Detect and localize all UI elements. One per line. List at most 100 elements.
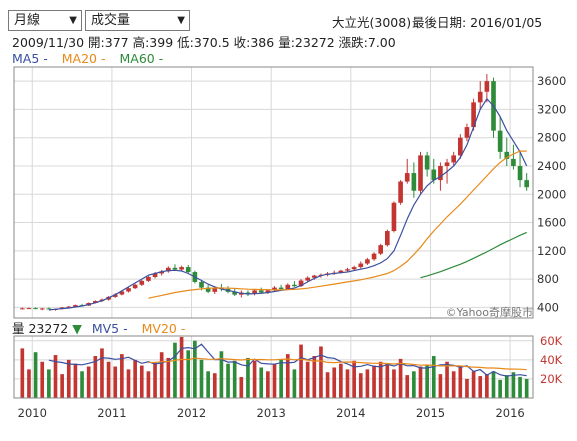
volume-bar xyxy=(299,344,303,398)
mv20-line xyxy=(148,357,527,371)
volume-bar xyxy=(120,354,124,398)
candle-body xyxy=(345,269,350,271)
candle-body xyxy=(464,127,470,138)
volume-bar xyxy=(431,356,436,398)
volume-legend: 量 23272 ▼ MV5 - MV20 - xyxy=(12,318,185,337)
volume-bar xyxy=(372,365,376,398)
volume-bar xyxy=(80,371,84,398)
ma20-line xyxy=(148,150,527,299)
price-panel-border xyxy=(13,66,534,319)
volume-bar xyxy=(398,358,403,398)
price-tick-label: 2000 xyxy=(537,187,566,201)
price-tick-label: 3600 xyxy=(537,74,566,88)
volume-bar xyxy=(345,369,350,398)
volume-bar xyxy=(153,362,157,398)
candle-body xyxy=(73,305,78,307)
volume-bar xyxy=(27,369,31,398)
candle-body xyxy=(139,280,145,285)
volume-bar xyxy=(146,371,151,398)
price-tick-label: 2400 xyxy=(537,159,566,173)
candle-body xyxy=(365,259,370,264)
volume-bar xyxy=(219,351,224,398)
volume-tick-label: 40K xyxy=(540,353,563,367)
volume-bar xyxy=(259,367,264,398)
volume-ma-lines xyxy=(48,343,527,377)
volume-bar xyxy=(524,378,529,398)
volume-bar xyxy=(212,373,217,398)
volume-bar xyxy=(438,374,443,398)
volume-bar xyxy=(332,367,337,398)
legend-volume: 量 23272 xyxy=(12,321,69,336)
candle-body xyxy=(477,91,483,103)
volume-bar xyxy=(60,374,64,398)
volume-axis-labels: 20K 40K 60K xyxy=(540,334,563,386)
legend-ma5: MA5 - xyxy=(12,51,48,66)
volume-bar xyxy=(478,376,483,398)
stock-name: 大立光(3008) xyxy=(332,15,412,30)
latest-date: 最後日期: 2016/01/05 xyxy=(412,15,543,30)
x-tick-label: 2016 xyxy=(495,406,524,420)
candle-body xyxy=(179,267,184,270)
volume-bar xyxy=(471,371,476,398)
close-value: 收:386 xyxy=(233,35,275,50)
period-select[interactable]: 月線 ▼ xyxy=(8,10,82,31)
volume-bar xyxy=(465,378,469,398)
volume-bar xyxy=(252,360,257,398)
candle-body xyxy=(245,292,251,294)
x-tick-label: 2012 xyxy=(177,406,206,420)
candle-body xyxy=(285,284,291,290)
volume-bar xyxy=(106,361,111,398)
volume-bar xyxy=(405,375,410,398)
candle-body xyxy=(39,308,45,310)
volume-bar xyxy=(100,348,104,398)
candle-body xyxy=(444,162,450,166)
candle-body xyxy=(517,165,523,181)
volume-bar xyxy=(66,359,71,398)
candle-body xyxy=(384,231,390,246)
volume-bar xyxy=(305,361,310,398)
volume-bar xyxy=(358,373,363,398)
candle-body xyxy=(159,271,165,274)
volume-bar xyxy=(312,356,317,398)
ohlc-date: 2009/11/30 xyxy=(12,35,85,50)
volume-bar xyxy=(511,372,516,398)
candle-body xyxy=(152,273,158,277)
candle-body xyxy=(66,306,72,308)
candle-body xyxy=(424,155,430,170)
volume-bar xyxy=(325,372,330,398)
volume-bar xyxy=(246,357,250,398)
volume-bars xyxy=(20,336,529,398)
volume-bar xyxy=(319,346,323,398)
candle-body xyxy=(524,180,530,188)
candle-body xyxy=(484,81,490,92)
volume-bar xyxy=(126,369,131,398)
legend-ma60: MA60 - xyxy=(119,51,164,66)
candle-body xyxy=(504,151,510,159)
volume-bar xyxy=(412,371,416,398)
candle-body xyxy=(112,294,118,297)
price-tick-label: 800 xyxy=(537,272,559,286)
candle-body xyxy=(185,267,191,273)
volume-bar xyxy=(285,354,290,398)
ma60-line xyxy=(420,231,527,279)
volume-bar xyxy=(266,371,270,398)
volume-bar xyxy=(53,355,58,398)
volume-bar xyxy=(491,371,496,398)
candle-body xyxy=(292,284,297,287)
x-tick-label: 2015 xyxy=(416,406,445,420)
high-value: 高:399 xyxy=(132,35,174,50)
candle-body xyxy=(511,158,516,166)
candle-body xyxy=(278,287,284,290)
chevron-down-icon: ▼ xyxy=(69,15,77,26)
candle-body xyxy=(497,130,503,152)
volume-bar xyxy=(425,364,429,398)
candle-body xyxy=(451,155,457,163)
volume-bar xyxy=(378,361,383,398)
candle-body xyxy=(46,308,52,310)
volume-value: 量:23272 xyxy=(278,35,335,50)
volume-bar xyxy=(458,365,463,398)
candle-body xyxy=(126,288,131,292)
mv5-line xyxy=(48,343,527,377)
ma5-line xyxy=(48,97,528,311)
indicator-select[interactable]: 成交量 ▼ xyxy=(85,10,190,31)
